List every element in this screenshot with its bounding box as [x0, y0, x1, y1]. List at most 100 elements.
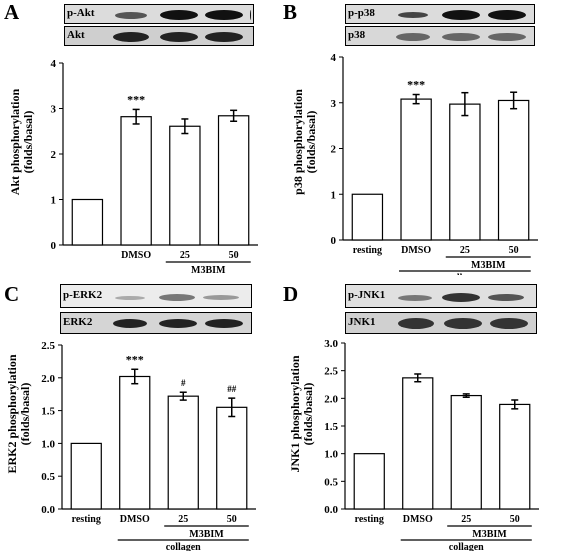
x-tick-label: 50 — [227, 514, 237, 525]
significance-label: # — [181, 378, 186, 388]
blot-label: p38 — [348, 29, 366, 41]
x-tick-label: DMSO — [401, 245, 431, 256]
western-blot-top: p-p38 — [345, 4, 535, 24]
blot-band — [398, 295, 432, 301]
significance-label: *** — [127, 92, 145, 106]
y-tick-label: 2 — [331, 144, 337, 156]
x-tick-label: resting — [355, 514, 384, 525]
y-tick-label: 3 — [331, 98, 337, 110]
bar — [400, 98, 432, 241]
bar — [497, 99, 530, 241]
x-tick-label: resting — [72, 514, 101, 525]
x-tick-label: DMSO — [121, 250, 151, 261]
blot-band — [488, 294, 524, 301]
y-tick-label: 0 — [51, 240, 57, 252]
y-tick-label: 1.5 — [41, 406, 55, 418]
blot-band — [159, 319, 197, 328]
bar — [450, 394, 482, 510]
group-label-stimulus: collagen — [449, 542, 484, 551]
x-tick-label: 25 — [178, 514, 188, 525]
blot-band — [488, 33, 526, 41]
blot-label: ERK2 — [63, 316, 93, 328]
blot-label: p-ERK2 — [63, 289, 103, 301]
y-tick-label: 2.5 — [41, 340, 55, 352]
y-tick-label: 0 — [331, 235, 337, 247]
blot-band — [205, 32, 243, 42]
y-tick-label: 1.0 — [41, 438, 55, 450]
panel-d: D p-JNK1 JNK1 JNK1 phosphorylation (fold… — [283, 276, 565, 551]
western-blot-bottom: JNK1 — [345, 312, 537, 334]
y-tick-label: 2.5 — [324, 366, 338, 378]
y-tick-label: 2.0 — [324, 393, 338, 405]
bar — [216, 406, 248, 510]
blot-label: p-p38 — [348, 7, 375, 19]
blot-band — [160, 10, 198, 20]
y-tick-label: 1 — [51, 195, 57, 207]
blot-band — [160, 32, 198, 42]
blot-label: p-JNK1 — [348, 289, 386, 301]
blot-band — [488, 10, 526, 20]
x-tick-label: resting — [353, 245, 382, 256]
bar — [71, 198, 104, 246]
y-tick-label: 1 — [331, 189, 337, 201]
bar — [119, 375, 151, 510]
x-tick-label: 50 — [510, 514, 520, 525]
bar — [70, 442, 102, 510]
panel-a: A p-Akt Akt Akt phosphorylation (folds/b… — [0, 0, 282, 275]
bar — [167, 395, 199, 510]
y-tick-label: 0.0 — [324, 504, 338, 516]
x-tick-label: 50 — [509, 245, 519, 256]
blot-band — [250, 10, 251, 20]
blot-band — [115, 296, 145, 300]
group-label-drug: M3BIM — [471, 260, 506, 271]
panel-letter: D — [283, 282, 299, 306]
western-blot-bottom: ERK2 — [60, 312, 252, 334]
x-tick-label: DMSO — [120, 514, 150, 525]
x-tick-label: 50 — [229, 250, 239, 261]
bar-chart: 0.0 0.5 1.0 1.5 2.0 2.5 3.0 resting DMSO 25 50M3BI… — [324, 338, 539, 551]
western-blot-top: p-JNK1 — [345, 284, 537, 308]
western-blot-top: p-Akt — [64, 4, 254, 24]
blot-band — [203, 295, 239, 300]
panel-letter: A — [4, 0, 20, 24]
bar — [353, 453, 385, 510]
bar — [499, 403, 531, 510]
blot-label: Akt — [67, 29, 85, 41]
blot-band — [113, 32, 149, 42]
y-tick-label: 0.0 — [41, 504, 55, 516]
y-tick-label: 3 — [51, 104, 57, 116]
x-tick-label: 25 — [180, 250, 190, 261]
y-tick-label: 4 — [51, 58, 57, 70]
blot-band — [442, 293, 480, 302]
blot-band — [396, 33, 430, 41]
y-tick-label: 3.0 — [324, 338, 338, 350]
western-blot-bottom: p38 — [345, 26, 535, 46]
group-label-drug: M3BIM — [189, 529, 224, 540]
blot-band — [115, 12, 147, 19]
western-blot-bottom: Akt — [64, 26, 254, 46]
blot-band — [398, 318, 434, 329]
bar — [402, 377, 434, 510]
significance-label: *** — [126, 352, 144, 366]
group-label-drug: M3BIM — [472, 529, 507, 540]
western-blot-top: p-ERK2 — [60, 284, 252, 308]
significance-label: ## — [227, 384, 237, 394]
group-label-stimulus: collagen — [447, 273, 482, 275]
blot-band — [490, 318, 528, 329]
group-label-drug: M3BIM — [191, 265, 226, 275]
blot-band — [442, 10, 480, 20]
x-tick-label: DMSO — [403, 514, 433, 525]
blot-band — [442, 33, 480, 41]
y-tick-label: 0.5 — [324, 476, 338, 488]
blot-band — [398, 12, 428, 18]
y-tick-label: 2 — [51, 149, 57, 161]
y-tick-label: 1.0 — [324, 449, 338, 461]
y-tick-label: 1.5 — [324, 421, 338, 433]
panel-c: C p-ERK2 ERK2 ERK2 phosphorylation (fold… — [0, 276, 282, 551]
y-tick-label: 0.5 — [41, 471, 55, 483]
panel-letter: B — [283, 0, 298, 24]
panel-letter: C — [4, 282, 20, 306]
bar — [169, 125, 201, 246]
